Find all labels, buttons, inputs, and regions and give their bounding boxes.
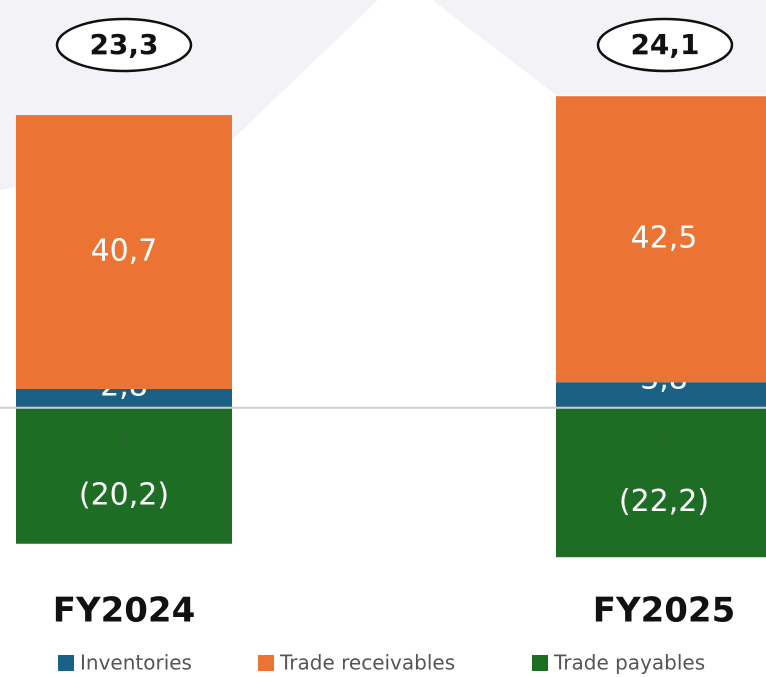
value-label: (22,2) (619, 484, 709, 519)
total-label: 23,3 (89, 28, 158, 61)
bar-segment (556, 382, 766, 408)
legend-label: Trade payables (553, 651, 705, 675)
category-label: FY2024 (53, 591, 195, 631)
value-label: (20,2) (79, 477, 169, 512)
axis-index-label: 1 (119, 427, 129, 446)
bar-segment (16, 388, 232, 408)
category-label: FY2025 (593, 591, 735, 631)
axis-index-label: 2 (659, 427, 669, 446)
value-label: 40,7 (91, 234, 158, 269)
total-ellipse (596, 17, 734, 73)
legend-label: Inventories (80, 651, 192, 675)
total-label: 24,1 (630, 28, 699, 61)
total-ellipse (55, 17, 193, 73)
value-label: 42,5 (631, 221, 698, 256)
bar-segment (556, 407, 766, 558)
legend-swatch (532, 655, 548, 671)
legend-label: Trade receivables (279, 651, 455, 675)
bar-segment (556, 96, 766, 383)
legend-swatch (58, 655, 74, 671)
legend-swatch (258, 655, 274, 671)
bar-segment (16, 115, 232, 389)
bar-segment (16, 407, 232, 544)
